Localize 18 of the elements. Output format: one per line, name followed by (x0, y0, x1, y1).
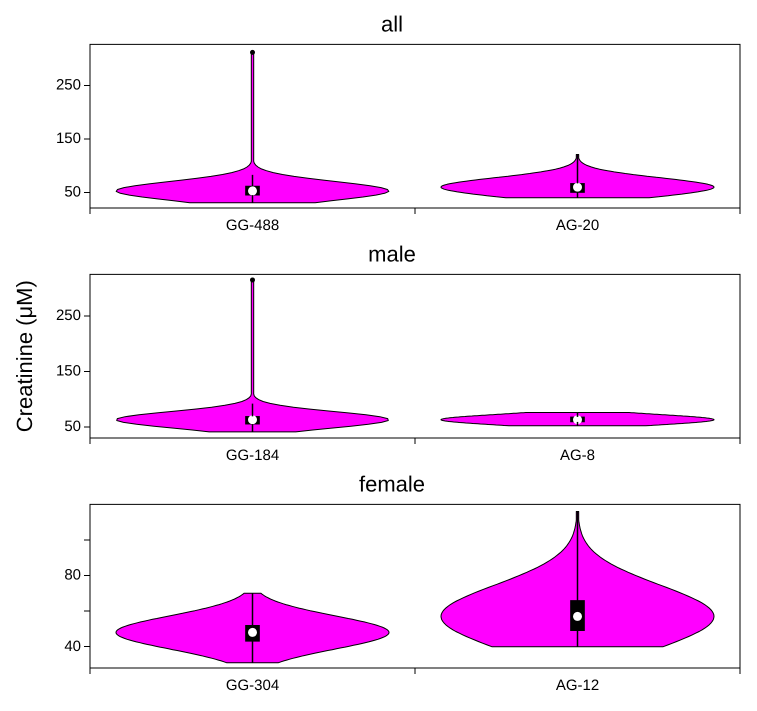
chart-title: all (380, 11, 404, 36)
y-tick-label: 80 (64, 566, 81, 584)
x-tick-label: AG-8 (560, 447, 596, 464)
x-tick-label: AG-20 (556, 217, 600, 234)
chart-title: male (368, 241, 416, 266)
x-tick-label: GG-304 (226, 677, 280, 694)
y-tick-label: 150 (56, 130, 81, 148)
y-tick-label: 50 (64, 418, 81, 436)
y-tick-label: 250 (56, 307, 81, 324)
y-tick-label: 40 (64, 638, 81, 655)
x-tick-label: AG-12 (556, 677, 600, 694)
y-axis-title: Creatinine (μM) (12, 280, 38, 432)
y-tick-label: 150 (56, 362, 81, 380)
y-tick-label: 50 (64, 184, 81, 201)
x-tick-label: GG-488 (226, 217, 280, 234)
chart-title: female (358, 471, 426, 496)
x-tick-label: GG-184 (226, 447, 280, 464)
y-tick-label: 250 (56, 76, 81, 94)
